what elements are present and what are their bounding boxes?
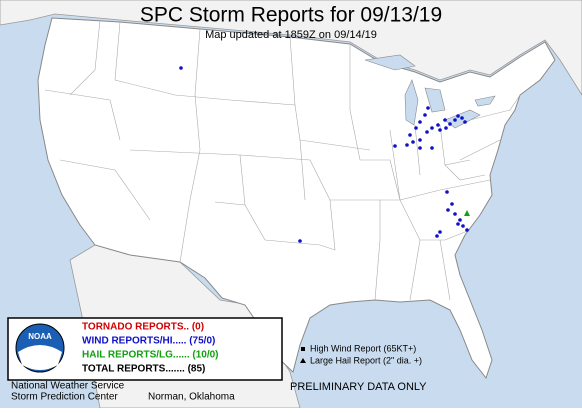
canada	[0, 0, 582, 96]
subtitle: Map updated at 1859Z on 09/14/19	[205, 29, 377, 41]
agency: National Weather Service	[11, 381, 125, 392]
legend-entry: TORNADO REPORTS.. (0)	[82, 322, 204, 333]
hail-symbol	[300, 358, 306, 363]
center: Storm Prediction Center	[11, 392, 118, 403]
symbol-label: High Wind Report (65KT+)	[310, 343, 416, 353]
noaa-logo-wave	[18, 345, 62, 370]
great-lakes	[364, 54, 496, 129]
united-states	[37, 17, 556, 380]
notice: PRELIMINARY DATA ONLY	[290, 381, 427, 393]
title: SPC Storm Reports for 09/13/19	[140, 4, 442, 27]
legend-entry: WIND REPORTS/HI..... (75/0)	[82, 336, 215, 347]
legend-entry: TOTAL REPORTS....... (85)	[82, 364, 205, 375]
location: Norman, Oklahoma	[148, 392, 235, 403]
logo-text: NOAA	[28, 332, 52, 341]
state-lines	[44, 19, 521, 301]
wind-reports	[179, 66, 469, 243]
hail-report	[464, 210, 470, 216]
symbol-label: Large Hail Report (2" dia. +)	[310, 355, 422, 365]
legend-entry: HAIL REPORTS/LG...... (10/0)	[82, 350, 219, 361]
wind-symbol	[301, 347, 305, 351]
